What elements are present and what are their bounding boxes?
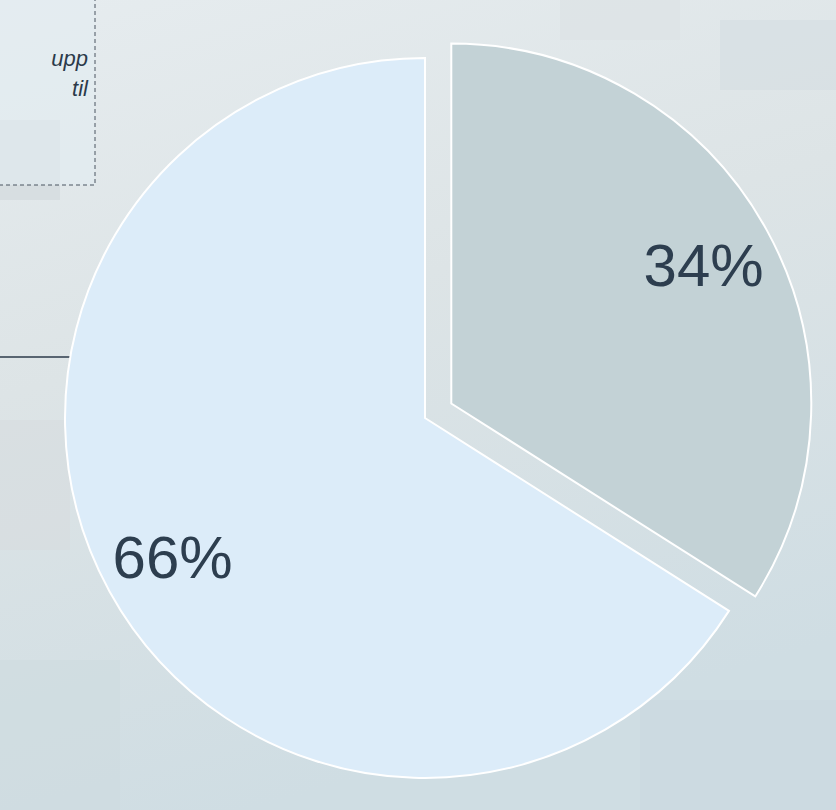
background-shape — [0, 660, 120, 810]
background-shape — [0, 420, 70, 550]
background — [0, 0, 836, 810]
background-shape — [720, 20, 836, 90]
chart: upp til 34% 66% — [0, 0, 836, 810]
pie — [65, 44, 811, 778]
annotation: upp til — [0, 0, 95, 362]
annotation-text: upp — [51, 46, 88, 71]
annotation-box — [0, 0, 95, 185]
data-labels: 34% 66% — [113, 232, 764, 591]
data-label: 34% — [644, 232, 764, 299]
chart-root: upp til 34% 66% — [0, 0, 836, 810]
annotation-arrow — [0, 356, 76, 358]
data-label: 66% — [113, 524, 233, 591]
background-shape — [560, 0, 680, 40]
pie-slice — [451, 44, 811, 597]
annotation-text: til — [72, 76, 89, 101]
background-shape — [640, 700, 836, 810]
